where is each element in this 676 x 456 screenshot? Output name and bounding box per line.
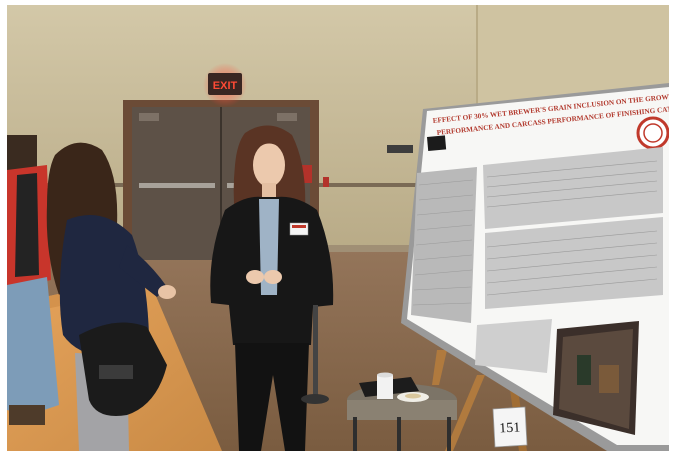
door-push-bar	[139, 183, 215, 188]
stand-number: 151	[499, 420, 521, 436]
wall-bracket	[387, 145, 413, 153]
person-left-edge	[7, 135, 59, 425]
person-visitor	[46, 142, 176, 451]
exit-sign	[208, 73, 242, 95]
stand-number-card: 151	[492, 406, 528, 448]
paper-cup	[377, 375, 393, 399]
poster-left-logo	[427, 135, 447, 151]
exit-sign-text: EXIT	[213, 80, 238, 92]
university-seal	[636, 116, 669, 150]
person-presenter	[210, 125, 334, 451]
name-tag	[289, 222, 309, 236]
side-chair	[347, 372, 457, 451]
photo-scene: EXIT	[7, 5, 669, 451]
stanchion	[313, 305, 318, 397]
research-poster: EFFECT OF 30% WET BREWER'S GRAIN INCLUSI…	[401, 83, 669, 451]
